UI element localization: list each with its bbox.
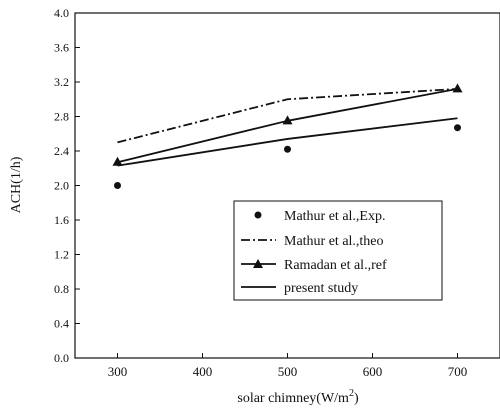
x-axis-ticks: 300 400 500 600 700	[108, 353, 468, 379]
legend-label-mathur-exp: Mathur et al.,Exp.	[284, 209, 385, 224]
y-tick-label: 0.0	[54, 351, 69, 365]
y-axis-ticks: 0.0 0.4 0.8 1.2 1.6 2.0 2.4 2.8 3.2 3.6 4.0	[54, 6, 80, 365]
y-tick-label: 3.2	[54, 75, 69, 89]
data-point-circle	[114, 182, 121, 189]
legend-marker-mathur-exp	[254, 211, 262, 219]
y-axis-label: ACH(1/h)	[9, 156, 24, 213]
data-point-triangle	[112, 156, 123, 166]
y-tick-label: 1.2	[54, 248, 69, 262]
legend-label-present-study: present study	[284, 281, 358, 296]
series-line-3	[117, 117, 458, 167]
legend-marker-ramadan	[253, 259, 263, 268]
y-tick-label: 0.4	[54, 317, 69, 331]
x-axis-label-main: solar chimney(W/m	[237, 391, 349, 406]
x-tick-label: 300	[108, 364, 128, 379]
series-line-1	[117, 88, 458, 144]
series-layer	[112, 83, 463, 189]
plot-frame	[74, 12, 500, 359]
legend-box	[233, 200, 443, 301]
y-tick-label: 4.0	[54, 6, 69, 20]
y-tick-label: 1.6	[54, 213, 69, 227]
data-point-circle	[454, 124, 461, 132]
legend-label-ramadan: Ramadan et al.,ref	[284, 258, 387, 273]
data-point-triangle	[282, 115, 293, 125]
x-tick-label: 500	[278, 364, 298, 379]
data-point-triangle	[452, 83, 463, 93]
x-axis-label: solar chimney(W/m2)	[237, 388, 359, 406]
y-tick-label: 3.6	[54, 41, 69, 55]
legend-label-mathur-theo: Mathur et al.,theo	[284, 234, 384, 249]
x-tick-label: 700	[448, 364, 468, 379]
x-axis-label-suffix: )	[354, 391, 359, 406]
y-tick-label: 0.8	[54, 282, 69, 296]
x-tick-label: 600	[363, 364, 383, 379]
x-axis-label-sup: 2	[349, 388, 354, 399]
y-tick-label: 2.8	[54, 110, 69, 124]
legend: Mathur et al.,Exp. Mathur et al.,theo Ra…	[233, 200, 443, 301]
y-tick-label: 2.0	[54, 179, 69, 193]
x-tick-label: 400	[193, 364, 213, 379]
data-point-circle	[284, 145, 291, 153]
y-tick-label: 2.4	[54, 144, 69, 158]
